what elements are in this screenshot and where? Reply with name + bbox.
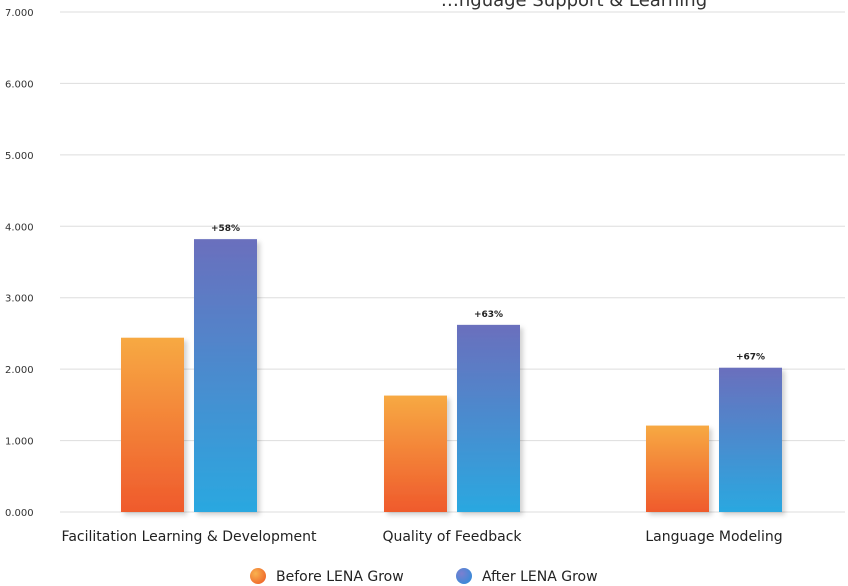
y-tick-label: 6.000 (5, 79, 34, 90)
x-category-label: Facilitation Learning & Development (62, 529, 317, 545)
y-tick-label: 0.000 (5, 508, 34, 519)
bar-after (719, 367, 782, 512)
chart-title: …nguage Support & Learning (441, 0, 707, 11)
y-tick-label: 7.000 (5, 8, 34, 19)
legend-swatch-before (250, 568, 266, 584)
data-label: +63% (474, 310, 503, 320)
data-label: +58% (211, 224, 240, 234)
bar-after (457, 324, 520, 512)
y-tick-label: 3.000 (5, 294, 34, 305)
bar-before (121, 337, 184, 512)
x-category-label: Language Modeling (645, 529, 782, 545)
legend-label: After LENA Grow (482, 569, 598, 585)
data-label: +67% (736, 353, 765, 363)
x-category-label: Quality of Feedback (382, 529, 522, 545)
legend-label: Before LENA Grow (276, 569, 404, 585)
y-tick-label: 5.000 (5, 151, 34, 162)
bar-before (384, 395, 447, 512)
bar-after (194, 239, 257, 512)
y-tick-label: 2.000 (5, 365, 34, 376)
legend-swatch-after (456, 568, 472, 584)
bar-before (646, 425, 709, 512)
y-tick-label: 4.000 (5, 222, 34, 233)
y-tick-label: 1.000 (5, 437, 34, 448)
